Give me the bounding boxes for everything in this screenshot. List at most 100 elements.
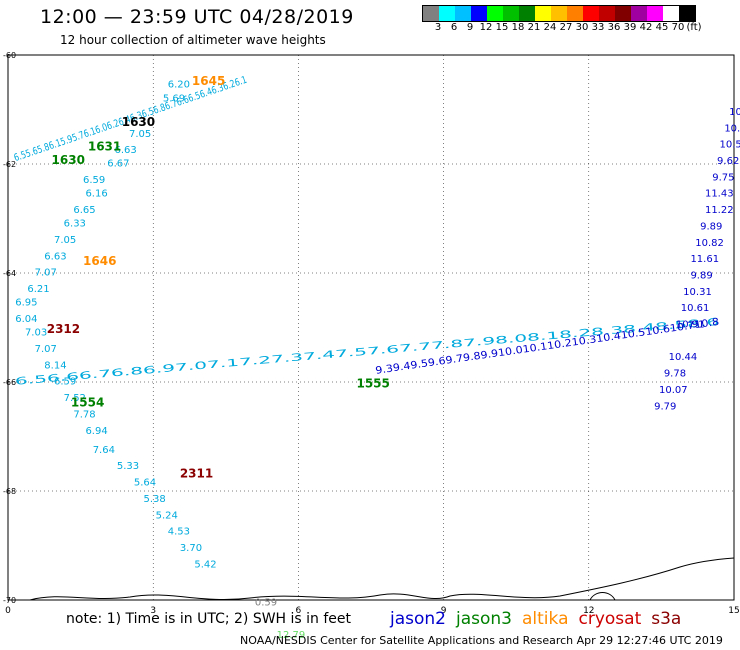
x-tick-label: 12 [583,606,594,616]
swh-value-label: 6.21 [27,284,49,295]
swh-value-label: 5.24 [156,510,178,521]
colorbar-label: 6 [450,22,458,33]
colorbar-swatch [599,6,615,21]
swh-value-label: 10.07 [659,385,688,396]
swh-value-label: 4.53 [168,527,190,538]
swh-colorbar [422,5,696,22]
swh-value-label: 6.94 [85,426,107,437]
swh-value-label: 7.07 [35,344,57,355]
colorbar-swatch [631,6,647,21]
satellite-tracks: 6.55.65.86.15.95.76.16.06.26.46.36.56.86… [13,75,720,388]
colorbar-swatch [439,6,455,21]
colorbar-swatch [471,6,487,21]
colorbar-label: 36 [607,22,621,33]
colorbar-label: 42 [639,22,653,33]
swh-value-label: 7.05 [54,235,76,246]
pass-time-label: 1630 [122,115,155,129]
swh-value-label: 7.52 [64,393,86,404]
colorbar-swatch [567,6,583,21]
legend-s3a: s3a [651,609,682,629]
x-tick-label: 3 [150,606,156,616]
swh-value-label: 3.70 [180,543,202,554]
colorbar-label: 21 [527,22,541,33]
swh-value-label: 10.44 [669,352,698,363]
colorbar-swatch [663,6,679,21]
colorbar-label: 18 [511,22,525,33]
colorbar-swatch [535,6,551,21]
swh-value-label: 9.89 [700,221,722,232]
colorbar-label: 9 [466,22,474,33]
y-tick-label: -66 [3,378,16,387]
colorbar-swatch [455,6,471,21]
legend-cryosat: cryosat [578,609,642,629]
colorbar-swatch [423,6,439,21]
x-tick-label: 6 [296,606,302,616]
swh-value-label: 12.79 [277,630,306,641]
colorbar-label: 27 [559,22,573,33]
colorbar-swatch [503,6,519,21]
colorbar-label: 33 [591,22,605,33]
swh-value-label: 10.61 [681,303,710,314]
swh-value-label: 10.59 [719,140,740,151]
swh-value-label: 6.67 [107,159,129,170]
y-tick-label: -60 [3,51,16,60]
colorbar-swatch [615,6,631,21]
colorbar-label: 30 [575,22,589,33]
swh-value-label: 7.64 [93,445,115,456]
swh-value-label: 11.43 [705,189,734,200]
swh-value-label: 0.59 [255,597,277,608]
x-tick-label: 15 [728,606,739,616]
pass-time-label: 1645 [192,74,225,88]
axis-ticks: 0 3 6 9 12 15 -60 -62 -64 -66 -68 -70 [3,51,740,616]
colorbar-label: 3 [434,22,442,33]
swh-value-label: 11.61 [690,254,719,265]
swh-value-label: 7.05 [129,129,151,140]
swh-value-label: 6.63 [114,145,136,156]
colorbar-label: 12 [479,22,493,33]
colorbar-swatch [647,6,663,21]
swh-value-label: 10.91 [676,320,705,331]
colorbar-swatch [519,6,535,21]
colorbar-label: 45 [655,22,669,33]
y-tick-label: -64 [3,269,16,278]
swh-value-label: 7.03 [25,328,47,339]
colorbar-swatch [487,6,503,21]
swh-value-label: 10.2 [724,123,740,134]
swh-value-label: 6.65 [73,205,95,216]
colorbar-label: 15 [495,22,509,33]
pass-time-label: 2312 [47,322,80,336]
colorbar-label: 39 [623,22,637,33]
colorbar-label: 70 [671,22,685,33]
pass-time-label: 1555 [356,376,389,390]
colorbar-label: (ft) [686,22,702,33]
swh-value-label: 6.20 [168,80,190,91]
plot-grid [7,54,735,601]
pass-time-label: 2311 [180,466,213,480]
swh-value-label: 9.62 [717,156,739,167]
legend-jason2: jason2 [390,609,446,629]
swh-value-label: 7.07 [35,268,57,279]
footer-note: note: 1) Time is in UTC; 2) SWH is in fe… [66,611,352,627]
swh-value-label: 10.31 [683,287,712,298]
swh-value-label: 9.89 [690,270,712,281]
legend-jason3: jason3 [456,609,512,629]
coastline-path [29,557,735,601]
pass-time-label: 1630 [52,153,85,167]
swh-value-label: 6.59 [54,377,76,388]
swh-value-label: 5.33 [117,461,139,472]
x-tick-label: 0 [5,606,11,616]
swh-value-label: 6.16 [85,189,107,200]
pass-time-label: 1646 [83,254,116,268]
swh-value-label: 7.78 [73,409,95,420]
swh-value-label: 6.63 [44,251,66,262]
swh-value-label: 9.79 [654,401,676,412]
swh-value-label: 10.82 [695,238,724,249]
coastline [29,557,735,601]
swh-labels: 6.205.697.056.636.676.596.166.656.337.05… [15,74,740,641]
y-tick-label: -70 [3,596,16,605]
legend-altika: altika [522,609,569,629]
swh-value-label: 9.75 [712,172,734,183]
pass-time-label: 1554 [71,396,104,410]
satellite-legend: jason2 jason3 altika cryosat s3a [390,609,691,629]
